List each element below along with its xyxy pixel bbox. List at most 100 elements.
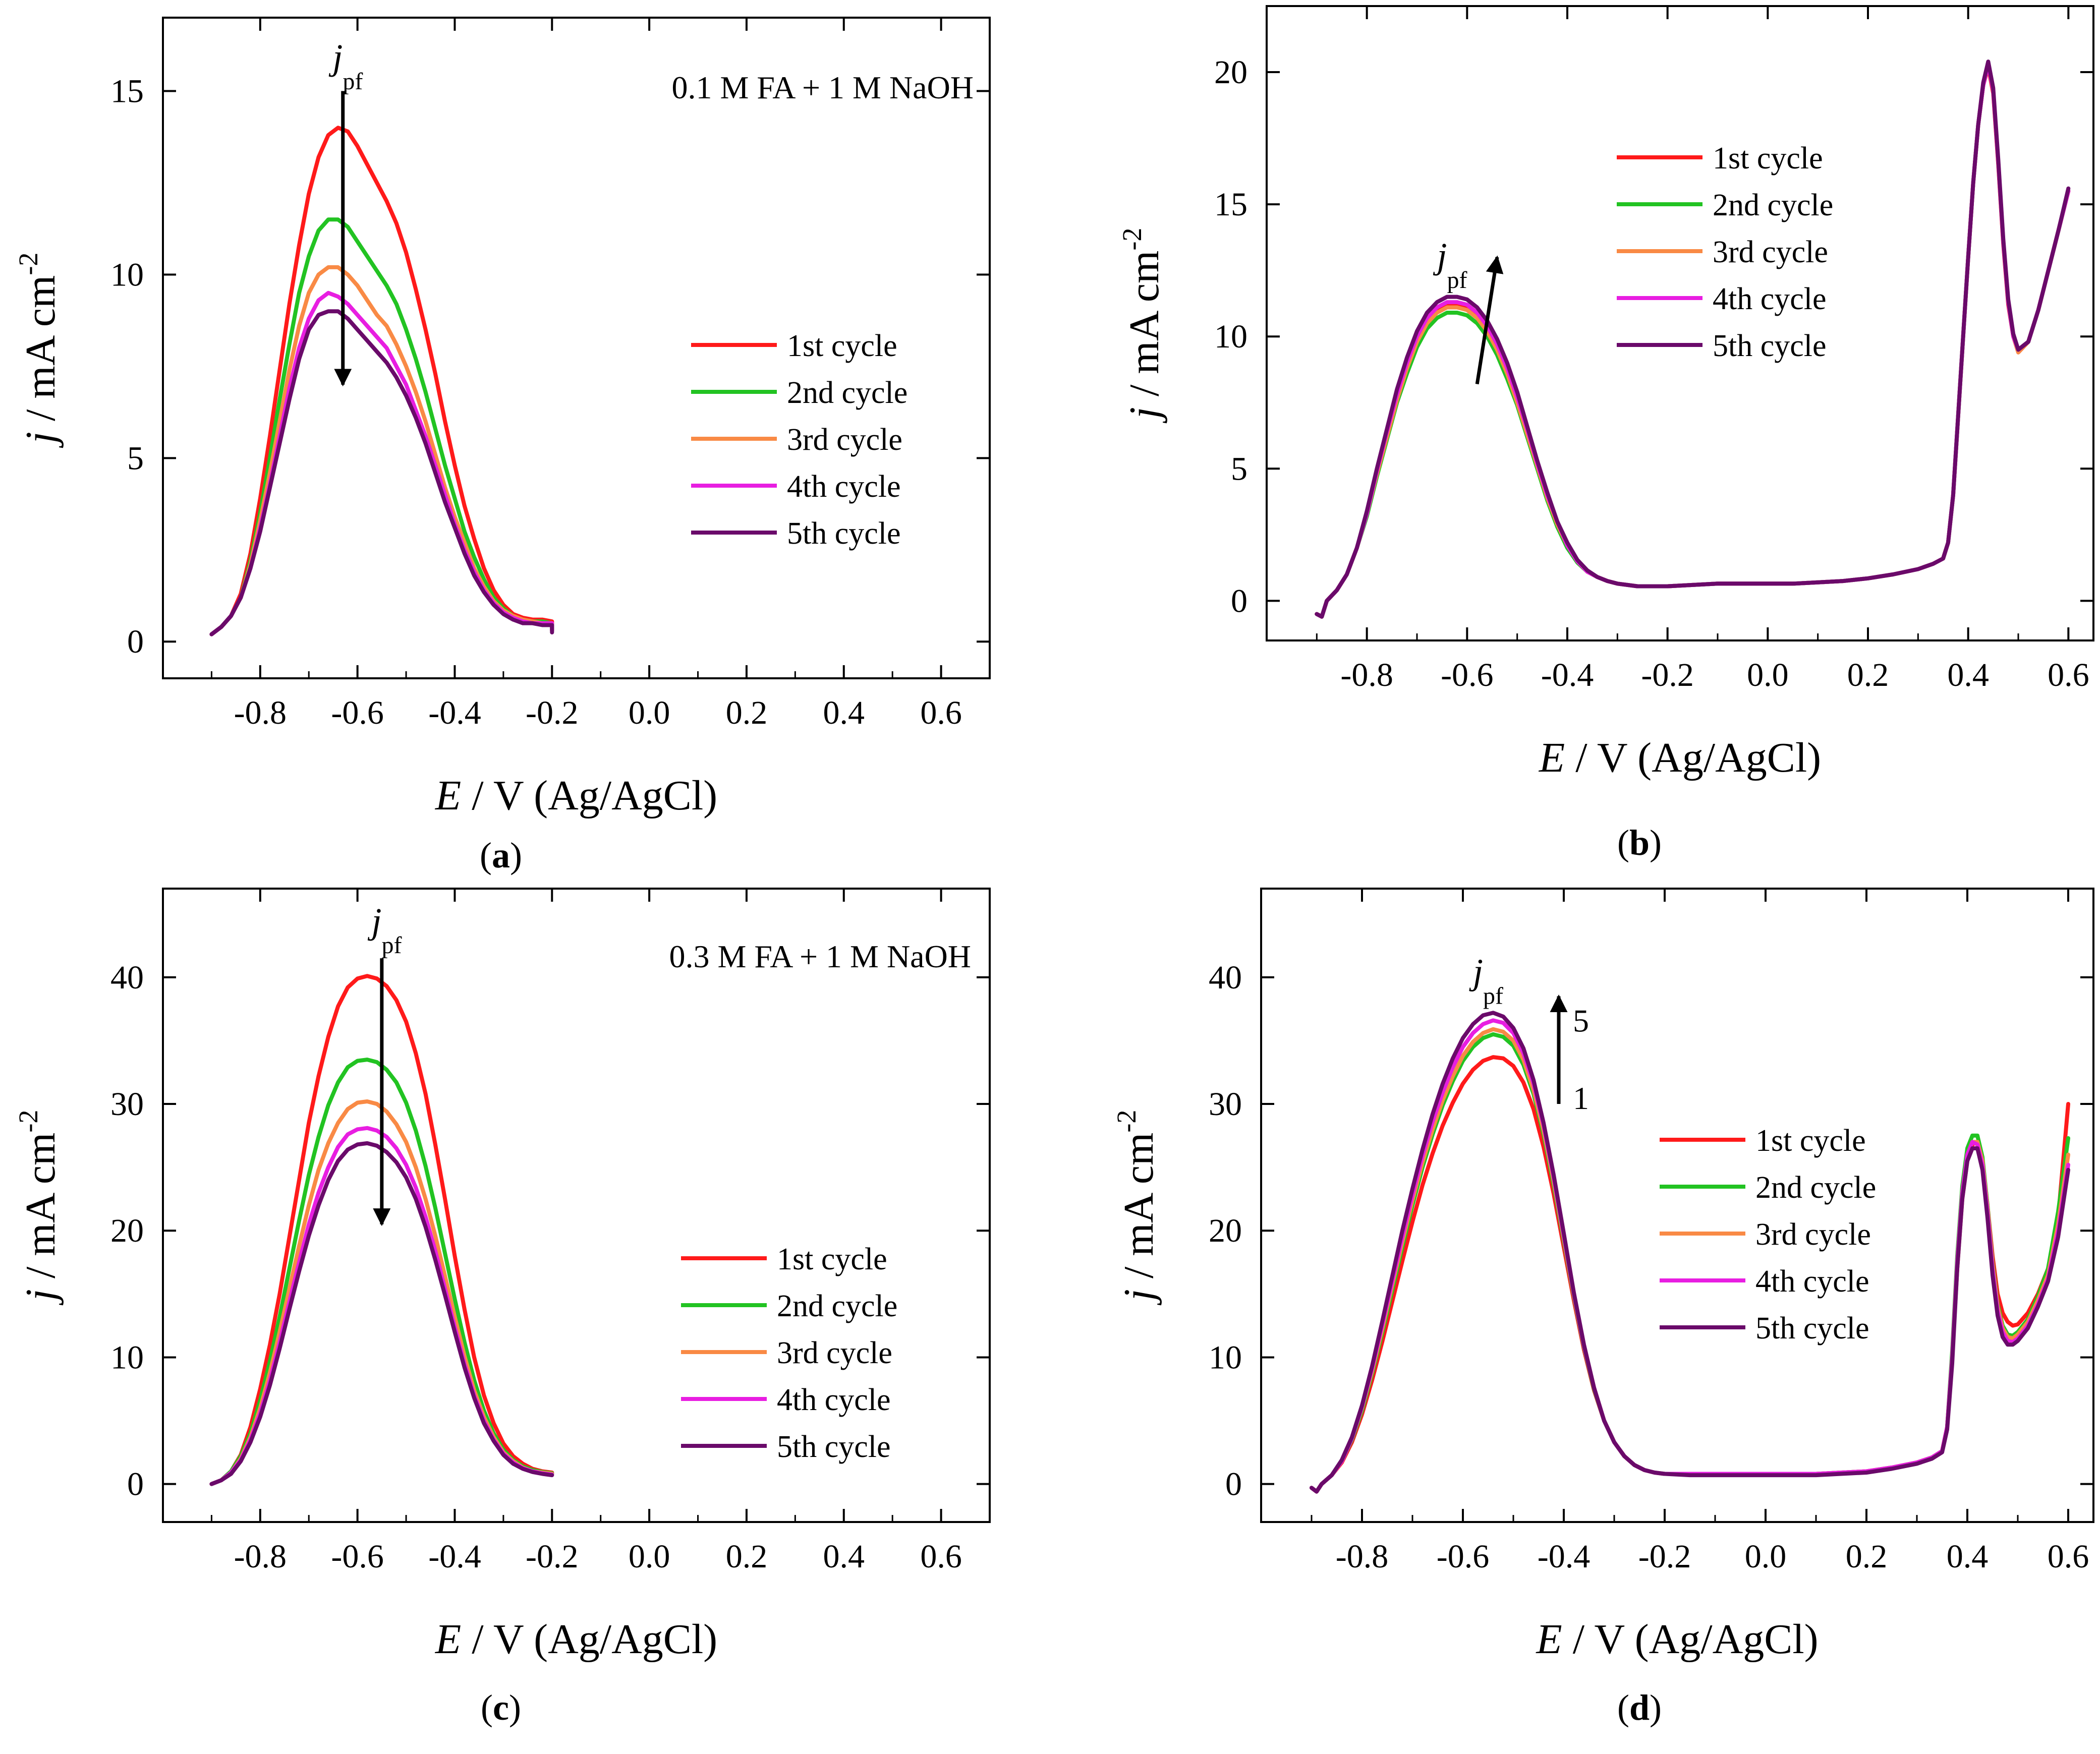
panel-label: (b)	[1617, 823, 1662, 863]
series-line-cycle-1	[209, 126, 554, 636]
y-tick-label: 10	[1214, 318, 1247, 355]
peak-label: jpf	[1469, 951, 1503, 1009]
x-axis-variable: E	[1539, 734, 1565, 781]
peak-subscript: pf	[382, 932, 402, 959]
plot-frame	[1260, 888, 2094, 1523]
x-axis-unit: / V (Ag/AgCl)	[1565, 734, 1821, 781]
x-tick-label: -0.8	[1340, 657, 1393, 693]
panel-label-letter: b	[1629, 823, 1650, 863]
y-tick-label: 40	[110, 959, 144, 996]
peak-symbol: j	[328, 37, 343, 77]
series-line-cycle-5	[209, 309, 554, 636]
x-tick-label: -0.4	[428, 694, 481, 731]
x-tick-label: -0.2	[526, 1538, 578, 1575]
series-line-cycle-2	[209, 217, 554, 636]
x-tick-label: 0.4	[1947, 1538, 1989, 1575]
panel-label-open: (	[1617, 823, 1629, 863]
y-tick-label: 15	[1214, 186, 1247, 223]
x-tick-label: 0.2	[1846, 1538, 1888, 1575]
panel-d: -0.8 -0.6 -0.4 -0.2 0.0 0.2 0.4 0.6 0 10 20 30 40 E /…	[1111, 888, 2094, 1728]
x-axis-variable: E	[435, 1616, 461, 1663]
legend-label-cycle-2: 2nd cycle	[787, 376, 907, 410]
legend-label-cycle-1: 1st cycle	[1755, 1124, 1866, 1158]
y-tick-label: 40	[1209, 959, 1242, 996]
x-axis-label: E / V (Ag/AgCl)	[1539, 734, 1821, 781]
panel-b: -0.8 -0.6 -0.4 -0.2 0.0 0.2 0.4 0.6 0 5 10 15 20 E / …	[1117, 5, 2094, 863]
y-axis-variable: j	[17, 1289, 64, 1305]
y-tick-label: 0	[1225, 1466, 1242, 1503]
panel-label: (c)	[481, 1687, 521, 1728]
panel-label: (a)	[480, 835, 522, 875]
y-tick-label: 10	[110, 1339, 144, 1376]
panel-label-close: )	[509, 1687, 521, 1728]
legend-label-cycle-4: 4th cycle	[777, 1383, 891, 1417]
peak-label: jpf	[367, 901, 402, 959]
plot-frame	[162, 888, 991, 1523]
peak-label: jpf	[1433, 236, 1467, 294]
y-tick-label: 30	[1209, 1086, 1242, 1123]
x-axis-variable: E	[1536, 1616, 1562, 1663]
panel-label-letter: c	[493, 1687, 509, 1728]
x-tick-label: 0.2	[726, 694, 768, 731]
x-tick-label: -0.6	[331, 1538, 383, 1575]
x-axis-label: E / V (Ag/AgCl)	[435, 772, 717, 819]
peak-subscript: pf	[1483, 982, 1503, 1009]
x-tick-label: -0.8	[1336, 1538, 1388, 1575]
x-tick-label: 0.0	[1747, 657, 1789, 693]
x-tick-label: -0.6	[1441, 657, 1493, 693]
series-line-cycle-2	[1310, 1032, 2070, 1494]
series-line-cycle-1	[1315, 65, 2071, 619]
y-axis-variable: j	[1121, 407, 1168, 423]
y-axis-label: j / mA cm-2	[1111, 1110, 1162, 1306]
series-line-cycle-4	[209, 290, 554, 636]
y-axis-unit: / mA cm	[1121, 251, 1168, 407]
y-axis-label: j / mA cm-2	[1117, 228, 1168, 424]
y-axis-variable: j	[1115, 1289, 1162, 1305]
x-tick-label: -0.6	[331, 694, 383, 731]
x-tick-label: -0.4	[1538, 1538, 1590, 1575]
y-axis-unit: / mA cm	[17, 1133, 64, 1289]
panel-label-open: (	[480, 835, 492, 875]
legend-label-cycle-3: 3rd cycle	[1713, 235, 1828, 269]
x-tick-label: 0.2	[726, 1538, 768, 1575]
x-tick-label: 0.0	[1745, 1538, 1787, 1575]
y-axis-superscript: -2	[1111, 1110, 1142, 1133]
peak-label: jpf	[328, 37, 363, 95]
x-axis-label: E / V (Ag/AgCl)	[435, 1616, 717, 1663]
y-tick-label: 15	[110, 73, 144, 110]
x-tick-label: 0.0	[629, 1538, 670, 1575]
legend-label-cycle-4: 4th cycle	[787, 470, 901, 504]
x-tick-label: -0.8	[234, 1538, 287, 1575]
legend-label-cycle-2: 2nd cycle	[1755, 1171, 1876, 1205]
series-line-cycle-4	[1315, 62, 2071, 619]
panel-label: (d)	[1617, 1687, 1662, 1728]
y-axis-unit: / mA cm	[17, 275, 64, 432]
legend-label-cycle-1: 1st cycle	[1713, 141, 1823, 176]
peak-symbol: j	[1469, 951, 1483, 991]
y-axis-superscript: -2	[13, 253, 43, 275]
x-tick-label: 0.4	[823, 694, 865, 731]
x-axis-unit: / V (Ag/AgCl)	[461, 772, 717, 819]
x-tick-label: -0.2	[1638, 1538, 1691, 1575]
y-axis-superscript: -2	[1117, 228, 1147, 251]
x-axis-unit: / V (Ag/AgCl)	[1562, 1616, 1819, 1663]
x-tick-label: 0.2	[1847, 657, 1889, 693]
plot-frame	[162, 17, 991, 679]
plot-frame	[1266, 5, 2094, 641]
y-tick-label: 10	[1209, 1339, 1242, 1376]
y-tick-label: 0	[1231, 582, 1247, 619]
y-axis-label: j / mA cm-2	[13, 253, 64, 448]
series-line-cycle-3	[209, 265, 554, 636]
x-axis-variable: E	[435, 772, 461, 819]
panel-label-close: )	[1650, 1687, 1662, 1728]
panel-label-close: )	[1650, 823, 1662, 863]
peak-subscript: pf	[343, 68, 363, 95]
y-tick-label: 20	[1209, 1212, 1242, 1249]
panel-label-letter: a	[492, 835, 510, 875]
legend-label-cycle-1: 1st cycle	[777, 1242, 887, 1276]
peak-symbol: j	[367, 901, 381, 941]
x-tick-label: 0.6	[920, 1538, 962, 1575]
x-tick-label: 0.6	[2048, 1538, 2089, 1575]
legend-label-cycle-5: 5th cycle	[787, 516, 901, 551]
y-tick-label: 20	[110, 1212, 144, 1249]
